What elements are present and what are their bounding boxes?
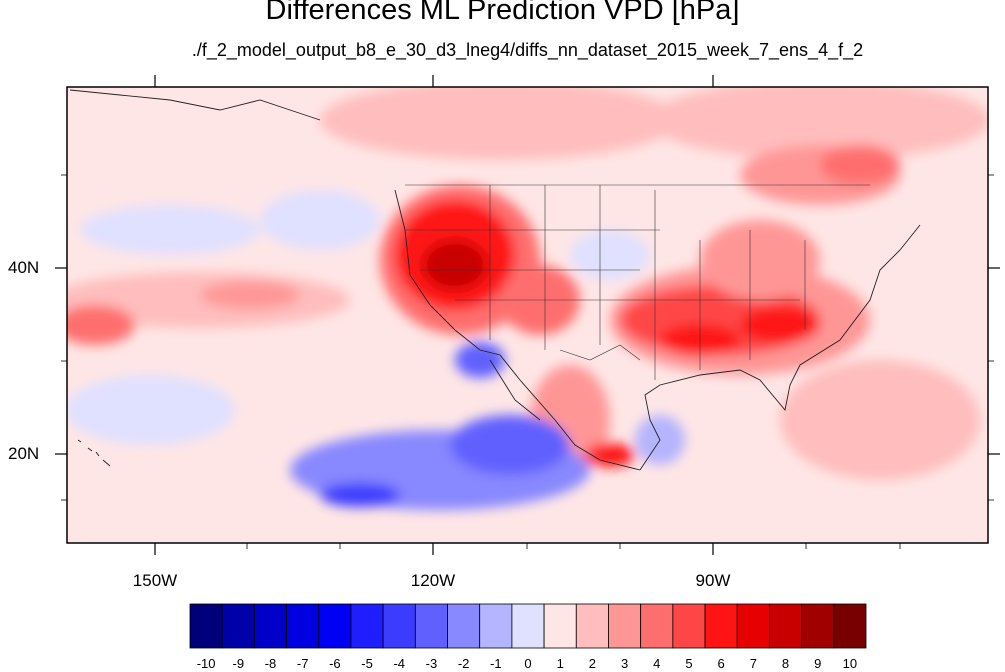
colorbar-tick-label: -3	[425, 656, 438, 671]
colorbar-tick-label: 3	[620, 656, 629, 671]
colorbar-tick-label: 4	[653, 656, 661, 671]
colorbar-box	[543, 603, 577, 649]
map-frame	[66, 86, 989, 544]
colorbar-box	[608, 603, 642, 649]
colorbar-tick-label: -8	[264, 656, 277, 671]
colorbar-tick-label: 0	[524, 656, 532, 671]
colorbar-tick-label: -4	[393, 656, 406, 671]
colorbar-tick-label: -2	[457, 656, 470, 671]
lat-label-20n: 20N	[8, 444, 40, 463]
colorbar-tick-label: -5	[361, 656, 373, 671]
colorbar-box	[769, 603, 803, 649]
colorbar-box	[575, 603, 609, 649]
colorbar-box	[253, 603, 287, 649]
colorbar-box	[350, 603, 384, 649]
colorbar-box	[640, 603, 674, 649]
colorbar-box	[479, 603, 513, 649]
map-subtitle: ./f_2_model_output_b8_e_30_d3_lneg4/diff…	[191, 40, 864, 60]
lon-label-120w: 120W	[410, 571, 456, 590]
lon-label-150w: 150W	[132, 571, 178, 590]
colorbar-box	[286, 603, 320, 649]
colorbar-tick-label: 6	[717, 656, 725, 671]
colorbar-tick-label: -10	[196, 656, 216, 671]
colorbar-box	[704, 603, 738, 649]
map-title: Differences ML Prediction VPD [hPa]	[265, 0, 740, 26]
colorbar-tick-label: 8	[781, 656, 790, 671]
colorbar-box	[414, 603, 448, 649]
axis-ticks	[55, 75, 1000, 555]
colorbar-box	[382, 603, 416, 649]
colorbar-box	[801, 603, 835, 649]
colorbar-box	[189, 603, 223, 649]
colorbar-tick-label: 7	[749, 656, 757, 671]
minor-ticks	[61, 174, 994, 549]
colorbar-tick-label: 9	[814, 656, 822, 671]
colorbar-box	[447, 603, 481, 649]
colorbar	[189, 603, 867, 649]
colorbar-box	[221, 603, 255, 649]
colorbar-tick-label: -9	[232, 656, 245, 671]
colorbar-box	[318, 603, 352, 649]
lon-label-90w: 90W	[695, 571, 731, 590]
colorbar-box	[833, 603, 867, 649]
colorbar-tick-label: 5	[685, 656, 693, 671]
colorbar-tick-label: -6	[329, 656, 341, 671]
colorbar-tick-label: -7	[296, 656, 309, 671]
colorbar-tick-label: 2	[588, 656, 596, 671]
difference-field	[67, 87, 988, 543]
colorbar-box	[511, 603, 545, 649]
lat-label-40n: 40N	[8, 258, 40, 277]
colorbar-tick-label: 10	[842, 656, 858, 671]
colorbar-tick-label: -1	[490, 656, 502, 671]
colorbar-tick-label: 1	[556, 656, 564, 671]
colorbar-box	[672, 603, 706, 649]
colorbar-box	[736, 603, 770, 649]
